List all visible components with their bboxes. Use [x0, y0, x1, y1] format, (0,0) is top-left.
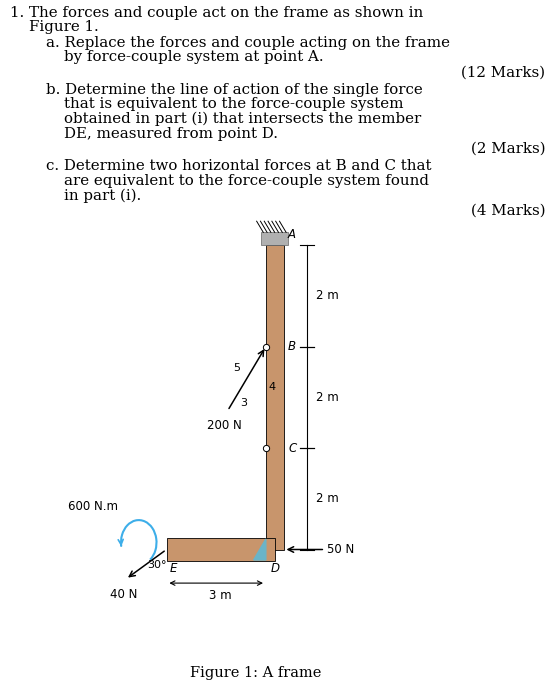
- Text: 30°: 30°: [147, 560, 166, 570]
- Text: 600 N.m: 600 N.m: [68, 500, 118, 513]
- Text: 2 m: 2 m: [316, 492, 339, 505]
- Text: c. Determine two horizontal forces at B and C that: c. Determine two horizontal forces at B …: [46, 159, 431, 173]
- Text: Figure 1: A frame: Figure 1: A frame: [190, 666, 321, 680]
- Text: E: E: [170, 562, 177, 575]
- Text: 4: 4: [268, 382, 275, 392]
- Text: are equivalent to the force-couple system found: are equivalent to the force-couple syste…: [64, 174, 429, 188]
- Text: 40 N: 40 N: [110, 588, 138, 601]
- Text: (12 Marks): (12 Marks): [461, 66, 545, 80]
- Text: 1. The forces and couple act on the frame as shown in: 1. The forces and couple act on the fram…: [10, 6, 423, 20]
- Text: A: A: [288, 228, 296, 242]
- Bar: [166, 538, 275, 561]
- Text: 5: 5: [233, 363, 240, 373]
- Text: Figure 1.: Figure 1.: [29, 20, 99, 34]
- Text: 2 m: 2 m: [316, 391, 339, 404]
- Text: B: B: [288, 340, 296, 353]
- Polygon shape: [254, 539, 266, 560]
- Text: in part (i).: in part (i).: [64, 188, 141, 203]
- Text: by force-couple system at point A.: by force-couple system at point A.: [64, 50, 324, 64]
- Text: D: D: [270, 562, 279, 575]
- Text: b. Determine the line of action of the single force: b. Determine the line of action of the s…: [46, 83, 422, 97]
- Text: obtained in part (i) that intersects the member: obtained in part (i) that intersects the…: [64, 112, 421, 127]
- Text: a. Replace the forces and couple acting on the frame: a. Replace the forces and couple acting …: [46, 36, 450, 50]
- Bar: [261, 232, 288, 245]
- Bar: [266, 245, 284, 550]
- Text: 2 m: 2 m: [316, 289, 339, 302]
- Text: DE, measured from point D.: DE, measured from point D.: [64, 127, 278, 141]
- Text: C: C: [288, 442, 296, 454]
- Text: 3: 3: [240, 398, 247, 408]
- Text: (2 Marks): (2 Marks): [471, 142, 545, 156]
- Text: (4 Marks): (4 Marks): [471, 204, 545, 218]
- Text: 3 m: 3 m: [209, 589, 232, 602]
- Text: that is equivalent to the force-couple system: that is equivalent to the force-couple s…: [64, 97, 403, 111]
- Text: 50 N: 50 N: [327, 543, 355, 556]
- Text: 200 N: 200 N: [208, 419, 242, 433]
